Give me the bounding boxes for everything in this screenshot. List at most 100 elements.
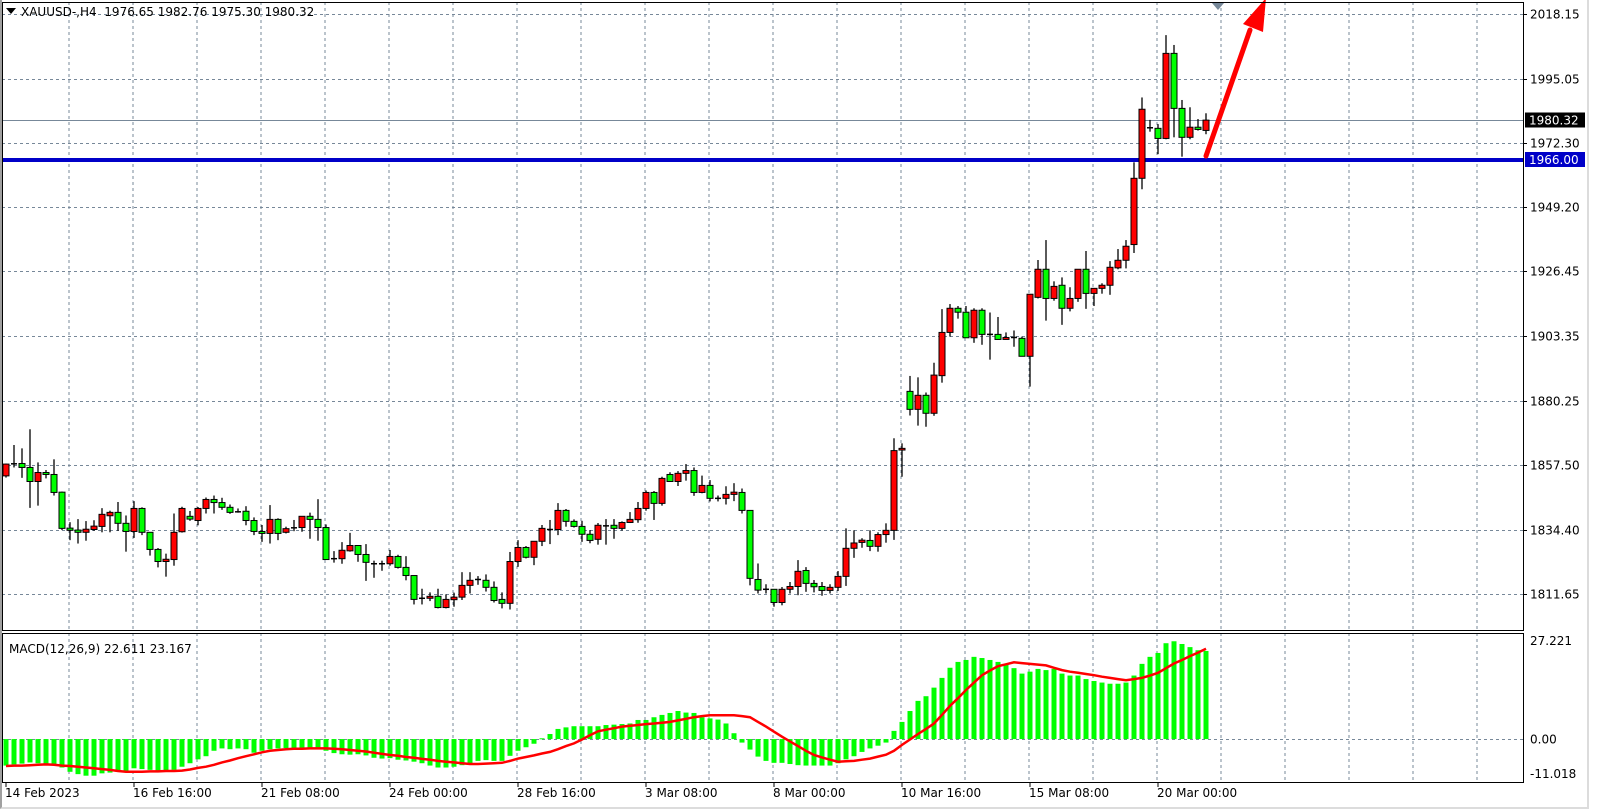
macd-histogram-bar xyxy=(747,739,753,750)
candle-body xyxy=(810,582,818,588)
time-tick-label: 8 Mar 00:00 xyxy=(773,786,846,800)
ohlc-high: 1982.76 xyxy=(157,5,208,19)
candle-body xyxy=(818,585,826,591)
candle-body xyxy=(90,525,98,530)
candle-body xyxy=(626,518,634,523)
candle xyxy=(914,377,922,426)
macd-histogram-bar xyxy=(1027,671,1033,740)
candle-body xyxy=(882,529,890,536)
candle xyxy=(706,480,714,502)
macd-histogram-bar xyxy=(171,739,177,770)
macd-histogram-bar xyxy=(867,739,873,749)
candle-body xyxy=(434,595,442,609)
candle xyxy=(763,584,769,594)
candle-body xyxy=(970,309,978,339)
macd-histogram-bar xyxy=(51,739,57,765)
macd-histogram-bar xyxy=(803,739,809,766)
macd-indicator-label: MACD(12,26,9) xyxy=(9,642,101,656)
macd-histogram-bar xyxy=(667,712,673,740)
macd-histogram-bar xyxy=(291,739,297,749)
candle xyxy=(794,560,802,596)
collapse-triangle-icon[interactable] xyxy=(6,8,16,14)
time-axis[interactable]: 14 Feb 2023 16 Feb 16:00 21 Feb 08:00 24 Fe… xyxy=(5,782,1237,800)
chart-header: XAUUSD-,H4 1976.65 1982.76 1975.30 1980.… xyxy=(6,5,314,19)
macd-plot xyxy=(3,641,1209,776)
macd-histogram-bar xyxy=(443,739,449,768)
candle-body xyxy=(170,531,178,561)
candle-body xyxy=(314,518,322,529)
candle xyxy=(1034,259,1042,299)
candle-body xyxy=(242,510,250,522)
macd-histogram-bar xyxy=(1195,650,1201,740)
macd-histogram-bar xyxy=(1115,683,1121,740)
candle xyxy=(34,462,42,506)
candle-body xyxy=(786,585,794,590)
candle-body xyxy=(130,507,138,532)
macd-histogram-bar xyxy=(971,656,977,740)
price-panel-border xyxy=(2,2,1524,631)
macd-histogram-bar xyxy=(219,739,225,749)
candle xyxy=(202,497,210,514)
macd-histogram-bar xyxy=(547,734,553,740)
candle xyxy=(562,509,570,527)
macd-histogram-bar xyxy=(155,739,161,772)
candle xyxy=(434,588,442,609)
candle-body xyxy=(770,588,778,603)
candle-body xyxy=(1106,266,1114,286)
candle-body xyxy=(450,596,458,601)
candle xyxy=(547,519,553,545)
time-tick-label: 28 Feb 16:00 xyxy=(517,786,596,800)
candle xyxy=(506,551,514,610)
macd-histogram-bar xyxy=(1179,643,1185,740)
macd-histogram-bar xyxy=(1051,668,1057,740)
candle xyxy=(1074,268,1082,302)
candle-body xyxy=(1154,127,1162,139)
macd-histogram-bar xyxy=(467,739,473,764)
macd-histogram-bar xyxy=(563,727,569,740)
candle-body xyxy=(914,394,922,410)
candle xyxy=(850,530,858,558)
macd-histogram-bar xyxy=(179,739,185,767)
candle xyxy=(570,519,578,528)
candle-body xyxy=(1042,268,1050,299)
candle xyxy=(586,530,594,544)
price-lines xyxy=(2,120,1523,162)
macd-histogram-bar xyxy=(259,739,265,751)
candle-body xyxy=(186,515,194,520)
macd-histogram-bar xyxy=(267,739,273,750)
macd-histogram-bar xyxy=(59,739,65,768)
candle xyxy=(282,526,290,534)
candle xyxy=(778,587,786,606)
candle xyxy=(906,375,914,416)
macd-axis[interactable]: 27.221 0.00 -11.018 xyxy=(1530,634,1576,781)
candle xyxy=(114,501,122,531)
macd-tick-label: 27.221 xyxy=(1530,634,1572,648)
candle xyxy=(682,464,690,481)
candle xyxy=(250,517,258,536)
candle xyxy=(498,592,506,609)
candle-body xyxy=(922,394,930,414)
candle-body xyxy=(74,529,82,533)
candle xyxy=(834,571,842,591)
candle-body xyxy=(258,530,266,534)
ohlc-close: 1980.32 xyxy=(264,5,315,19)
candle xyxy=(634,501,642,523)
macd-histogram-bar xyxy=(707,718,713,740)
candle xyxy=(98,508,106,533)
candle-body xyxy=(146,531,154,550)
candle xyxy=(74,519,82,544)
candle xyxy=(994,316,1002,340)
candle xyxy=(322,524,330,561)
candle xyxy=(90,520,98,531)
macd-histogram-bar xyxy=(403,739,409,761)
macd-histogram-bar xyxy=(675,711,681,740)
candle-body xyxy=(410,575,418,600)
candle-body xyxy=(962,311,970,339)
candle-body xyxy=(154,548,162,563)
candle xyxy=(1106,261,1114,295)
macd-histogram-bar xyxy=(907,711,913,740)
macd-histogram-bar xyxy=(891,730,897,740)
price-axis[interactable]: 2018.15 1995.05 1972.30 1949.20 1926.45 1903.… xyxy=(1523,8,1585,602)
candle-body xyxy=(554,509,562,530)
